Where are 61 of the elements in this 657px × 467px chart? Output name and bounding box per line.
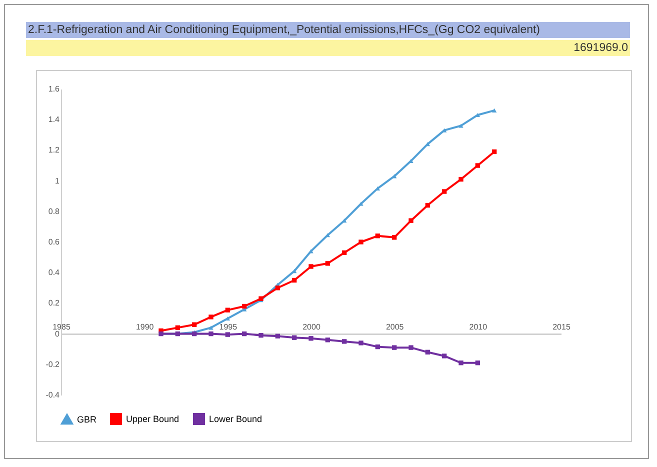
point: [442, 189, 447, 194]
y-tick-label: 0.4: [48, 268, 60, 278]
legend-label: Upper Bound: [126, 414, 180, 424]
point: [458, 176, 464, 182]
point: [208, 314, 214, 320]
point: [308, 336, 314, 341]
x-tick-label: 2000: [302, 322, 321, 332]
point: [425, 202, 430, 208]
point: [475, 163, 480, 168]
point: [208, 331, 214, 336]
y-tick-label: -0.2: [46, 360, 60, 369]
y-tick-label: 0.8: [48, 206, 60, 216]
point: [392, 235, 397, 240]
y-tick-label: 0: [55, 329, 60, 338]
point: [392, 345, 397, 350]
y-tick-label: 1: [55, 176, 60, 186]
point: [175, 325, 180, 330]
point: [258, 332, 264, 338]
point: [442, 354, 447, 358]
point: [408, 218, 414, 223]
point: [375, 344, 380, 350]
point: [192, 322, 197, 327]
point: [358, 240, 364, 244]
point: [492, 149, 497, 154]
point: [275, 334, 280, 338]
chart-title: 2.F.1-Refrigeration and Air Conditioning Equipment,_Potential emissions,HFCs_(Gg CO2 equivalent): [26, 22, 630, 38]
x-tick-label: 2005: [386, 322, 404, 332]
y-tick-label: -0.4: [46, 390, 60, 400]
point: [242, 331, 247, 336]
point: [225, 308, 230, 312]
point: [242, 304, 247, 309]
point: [458, 124, 464, 128]
point: [292, 335, 297, 340]
y-tick-label: 0.6: [48, 238, 60, 246]
point: [225, 332, 230, 337]
text: 1691969.0: [26, 40, 630, 56]
point: [492, 108, 497, 112]
point: [275, 286, 280, 290]
point: [342, 250, 347, 256]
x-tick-label: 2010: [469, 322, 488, 332]
point: [325, 338, 330, 342]
point: [408, 345, 414, 350]
y-tick-label: 1.6: [48, 84, 60, 94]
point: [475, 360, 480, 366]
point: [308, 264, 314, 269]
legend-label: GBR: [77, 414, 98, 424]
point: [458, 360, 464, 366]
point: [325, 261, 330, 266]
x-tick-label: 2015: [552, 322, 571, 332]
legend-label: Lower Bound: [209, 414, 262, 424]
x-tick-label: 1990: [136, 322, 154, 332]
point: [342, 339, 347, 344]
point: [375, 234, 380, 238]
y-tick-label: 1.2: [48, 146, 60, 155]
point: [292, 278, 297, 283]
x-tick-label: 1985: [52, 322, 71, 332]
point: [425, 350, 430, 355]
y-tick-label: 0.2: [48, 298, 60, 308]
x-tick-label: 1995: [219, 322, 238, 332]
point: [358, 340, 364, 346]
y-tick-label: 1.4: [48, 115, 60, 124]
